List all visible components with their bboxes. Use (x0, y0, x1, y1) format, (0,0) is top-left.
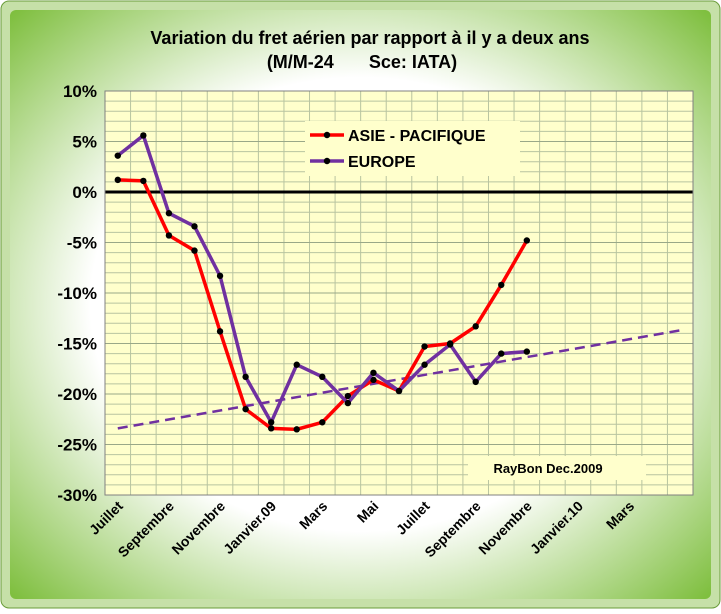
data-point (114, 176, 121, 184)
data-point (191, 223, 198, 230)
legend (305, 121, 520, 176)
data-point (242, 405, 249, 413)
data-point (498, 350, 505, 357)
data-point (140, 132, 147, 139)
legend-marker (323, 157, 331, 165)
y-tick-label: -15% (57, 335, 97, 354)
y-tick-label: -10% (57, 284, 97, 303)
data-point (267, 425, 275, 432)
plot-border (104, 90, 694, 496)
data-point (472, 378, 479, 386)
chart-title: Variation du fret aérien par rapport à i… (150, 28, 589, 48)
data-point (421, 361, 428, 368)
data-point (293, 426, 300, 433)
y-tick-label: -5% (67, 234, 97, 253)
annotation: RayBon Dec.2009 (493, 461, 602, 476)
data-point (140, 177, 147, 185)
data-point (191, 247, 198, 254)
data-point (523, 348, 531, 355)
data-point (523, 237, 531, 244)
y-tick-label: -30% (57, 486, 97, 505)
y-tick-label: 10% (63, 82, 97, 101)
data-point (395, 387, 403, 395)
data-point (267, 419, 275, 426)
data-point (446, 341, 454, 348)
data-point (344, 392, 352, 400)
data-point (498, 281, 505, 289)
data-point (472, 323, 479, 330)
data-point (216, 328, 224, 335)
annotation-box (468, 456, 646, 480)
y-tick-label: -25% (57, 436, 97, 455)
data-point (165, 210, 173, 217)
chart-subtitle: (M/M-24 Sce: IATA) (267, 52, 457, 72)
data-point (370, 376, 377, 384)
data-point (319, 419, 326, 426)
data-point (370, 369, 377, 376)
y-tick-label: -20% (57, 385, 97, 404)
legend-label: EUROPE (348, 154, 416, 171)
data-point (421, 343, 428, 350)
data-point (114, 152, 121, 159)
legend-label: ASIE - PACIFIQUE (348, 128, 486, 145)
data-point (216, 272, 224, 280)
legend-marker (323, 131, 331, 139)
y-tick-label: 0% (72, 183, 97, 202)
data-point (242, 373, 249, 381)
data-point (165, 232, 173, 239)
data-point (344, 399, 352, 407)
y-tick-label: 5% (72, 133, 97, 152)
data-point (293, 361, 300, 368)
data-point (319, 373, 326, 381)
